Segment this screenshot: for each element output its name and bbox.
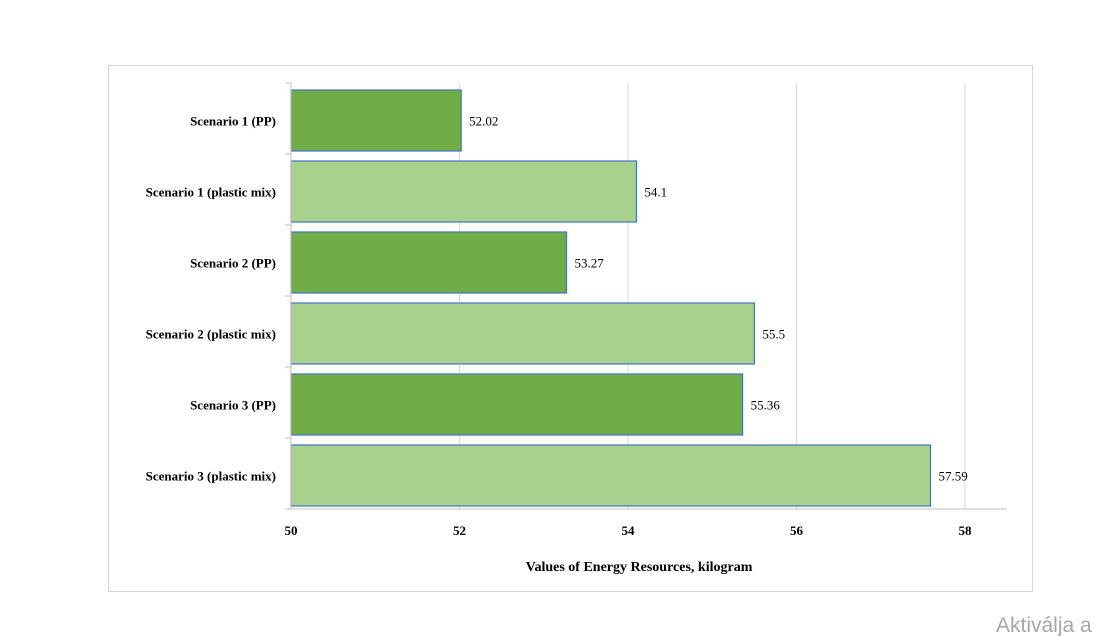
activation-watermark: Aktiválja a <box>996 614 1092 636</box>
value-label-3: 53.27 <box>574 256 604 271</box>
x-tick-label-56: 56 <box>790 523 804 538</box>
category-label-2: Scenario 1 (plastic mix) <box>146 185 276 200</box>
labels: 52.02 Scenario 1 (PP) 54.1 Scenario 1 (plas… <box>146 114 972 539</box>
x-tick-label-50: 50 <box>285 523 298 538</box>
bar-3 <box>290 231 568 294</box>
x-tick-label-52: 52 <box>453 523 466 538</box>
x-tick-label-58: 58 <box>959 523 973 538</box>
bars <box>290 89 932 507</box>
bar-4 <box>290 302 755 365</box>
bar-5 <box>290 373 744 436</box>
x-tick-label-54: 54 <box>622 523 636 538</box>
category-label-4: Scenario 2 (plastic mix) <box>146 327 276 342</box>
value-label-5: 55.36 <box>751 398 781 413</box>
category-label-6: Scenario 3 (plastic mix) <box>146 469 276 484</box>
value-label-2: 54.1 <box>644 185 667 200</box>
bar-6 <box>290 444 932 507</box>
value-label-6: 57.59 <box>938 469 967 484</box>
value-label-4: 55.5 <box>762 327 785 342</box>
category-label-5: Scenario 3 (PP) <box>190 398 276 413</box>
bar-2 <box>290 160 638 223</box>
x-axis-title: Values of Energy Resources, kilogram <box>526 560 753 575</box>
value-label-1: 52.02 <box>469 114 498 129</box>
category-label-1: Scenario 1 (PP) <box>190 114 276 129</box>
gridlines <box>459 83 966 509</box>
category-label-3: Scenario 2 (PP) <box>190 256 276 271</box>
axes <box>285 82 1007 510</box>
bar-1 <box>290 89 462 152</box>
